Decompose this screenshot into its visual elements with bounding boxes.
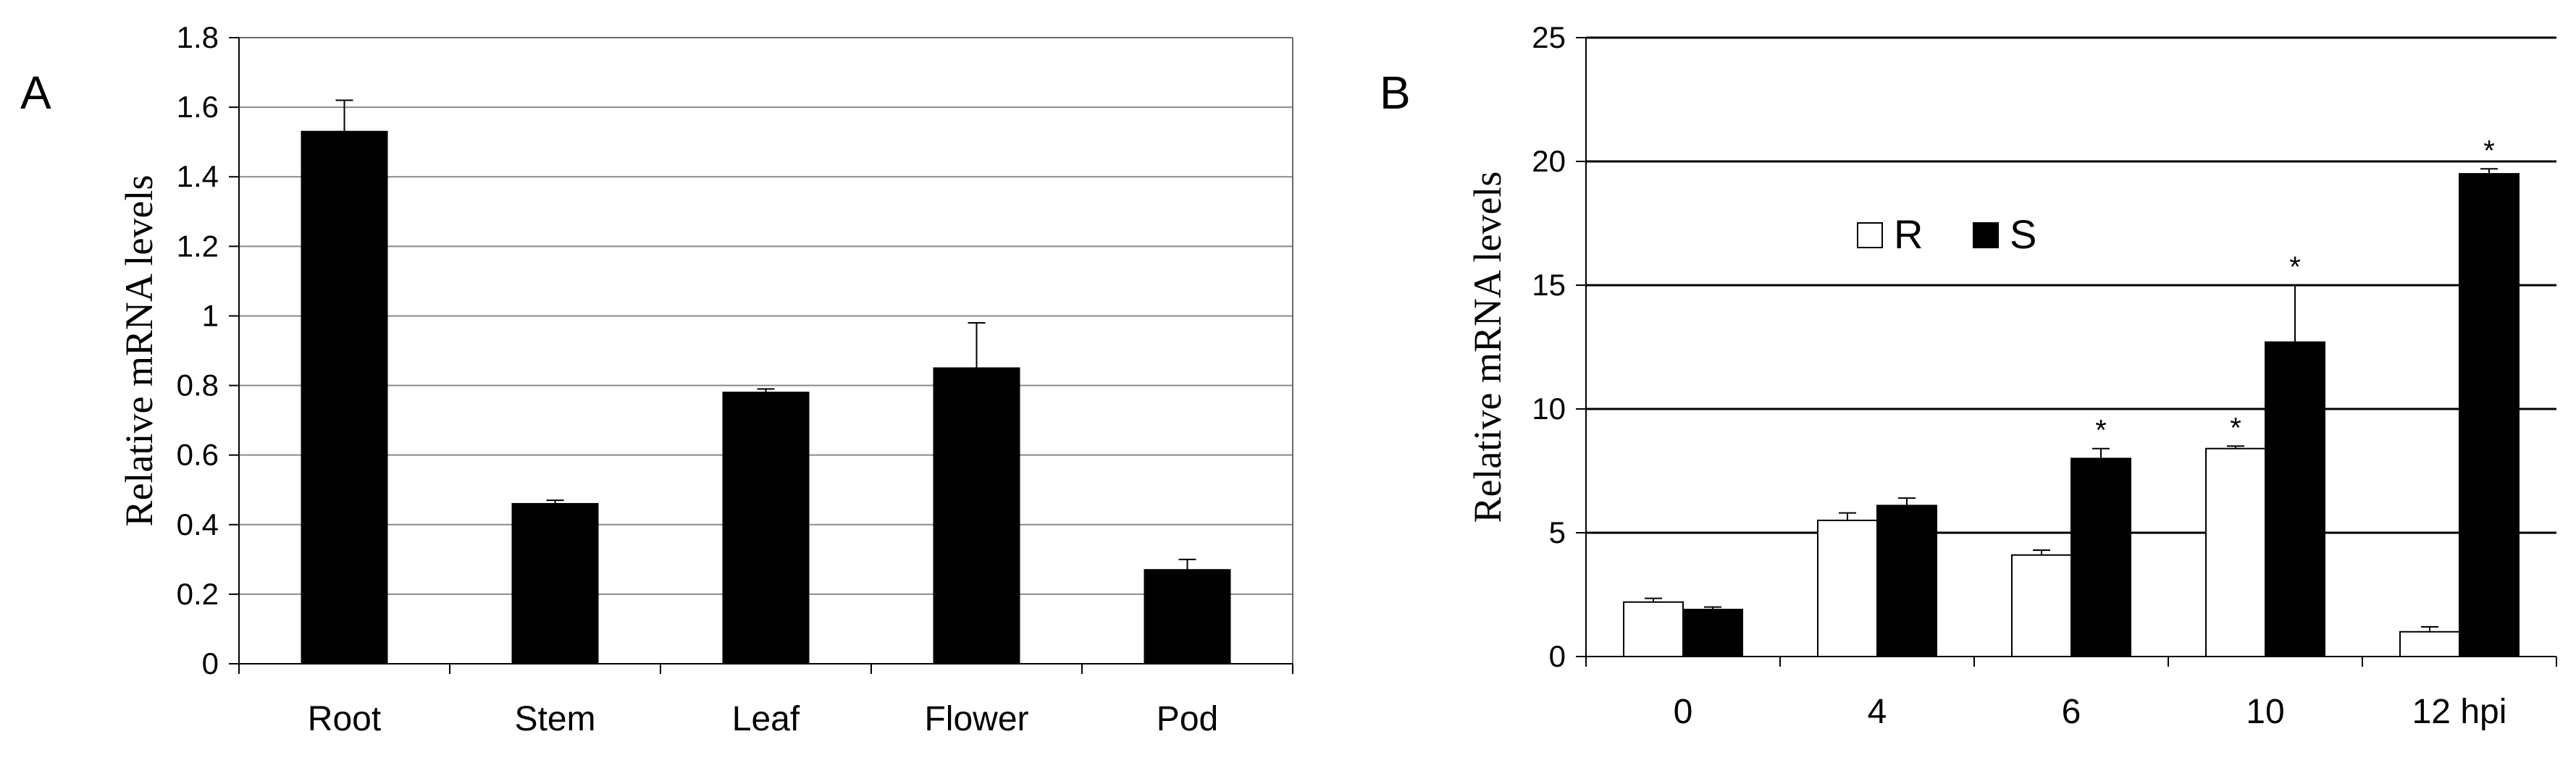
- bar: [301, 130, 388, 664]
- y-tick-label: 25: [1532, 20, 1566, 54]
- y-tick-label: 0.8: [177, 368, 219, 402]
- bar: [1682, 609, 1743, 658]
- x-tick-label: Pod: [1157, 700, 1218, 738]
- panel-b-chart: B 0 5 10 15 20 25 0 4 6 10 12 hpi Relative mRNA leve…: [1380, 20, 2557, 731]
- x-tick-label: 0: [1674, 693, 1693, 731]
- legend-label: S: [2010, 211, 2036, 257]
- y-tick-label: 1.4: [177, 159, 219, 193]
- x-tick-label: Flower: [924, 700, 1028, 738]
- panel-label: A: [20, 67, 51, 119]
- y-tick-label: 0: [1549, 639, 1566, 673]
- y-tick-label: 0: [202, 646, 219, 680]
- bar: [1817, 519, 1878, 658]
- bar: [511, 502, 599, 665]
- y-tick-label: 20: [1532, 144, 1566, 178]
- y-tick-label: 5: [1549, 515, 1566, 549]
- legend-swatch: [1973, 222, 1999, 248]
- bar: [2205, 447, 2266, 657]
- bar: [2011, 554, 2072, 658]
- x-tick-label: 4: [1868, 693, 1887, 731]
- x-tick-label: 6: [2062, 693, 2081, 731]
- legend-swatch: [1857, 222, 1883, 248]
- y-tick-label: 0.6: [177, 438, 219, 472]
- bar: [1876, 505, 1937, 657]
- panel-label: B: [1380, 67, 1411, 119]
- y-axis-label: Relative mRNA levels: [1466, 172, 1509, 523]
- x-tick-label: 10: [2246, 693, 2284, 731]
- y-tick-label: 10: [1532, 392, 1566, 426]
- bar: [2071, 457, 2131, 658]
- bar: [2265, 341, 2325, 657]
- bar: [722, 392, 810, 665]
- significance-marker: *: [2095, 415, 2107, 447]
- panel-a-chart: A 0 0.2 0.4 0.6 0.8 1 1.2 1.4 1.6 1.8 Root Stem Leaf F…: [20, 20, 1293, 738]
- legend-label: R: [1894, 211, 1923, 257]
- y-tick-label: 15: [1532, 268, 1566, 302]
- y-axis-label: Relative mRNA levels: [117, 175, 161, 527]
- y-tick-label: 1.8: [177, 20, 219, 54]
- y-tick-label: 1.2: [177, 229, 219, 263]
- x-tick-label: Root: [308, 700, 381, 738]
- significance-marker: *: [2289, 251, 2301, 283]
- x-tick-label: Leaf: [732, 700, 800, 738]
- x-tick-label: Stem: [514, 700, 595, 738]
- bar: [1623, 601, 1684, 658]
- bar: [2399, 630, 2460, 657]
- bar: [933, 367, 1020, 664]
- y-tick-label: 0.2: [177, 577, 219, 611]
- y-tick-label: 1.6: [177, 90, 219, 124]
- significance-marker: *: [2483, 135, 2495, 166]
- y-tick-label: 0.4: [177, 507, 219, 541]
- bar: [1144, 569, 1231, 664]
- significance-marker: *: [2230, 412, 2241, 444]
- x-tick-label: 12 hpi: [2412, 693, 2507, 731]
- bar: [2459, 173, 2520, 658]
- y-tick-label: 1: [202, 298, 219, 332]
